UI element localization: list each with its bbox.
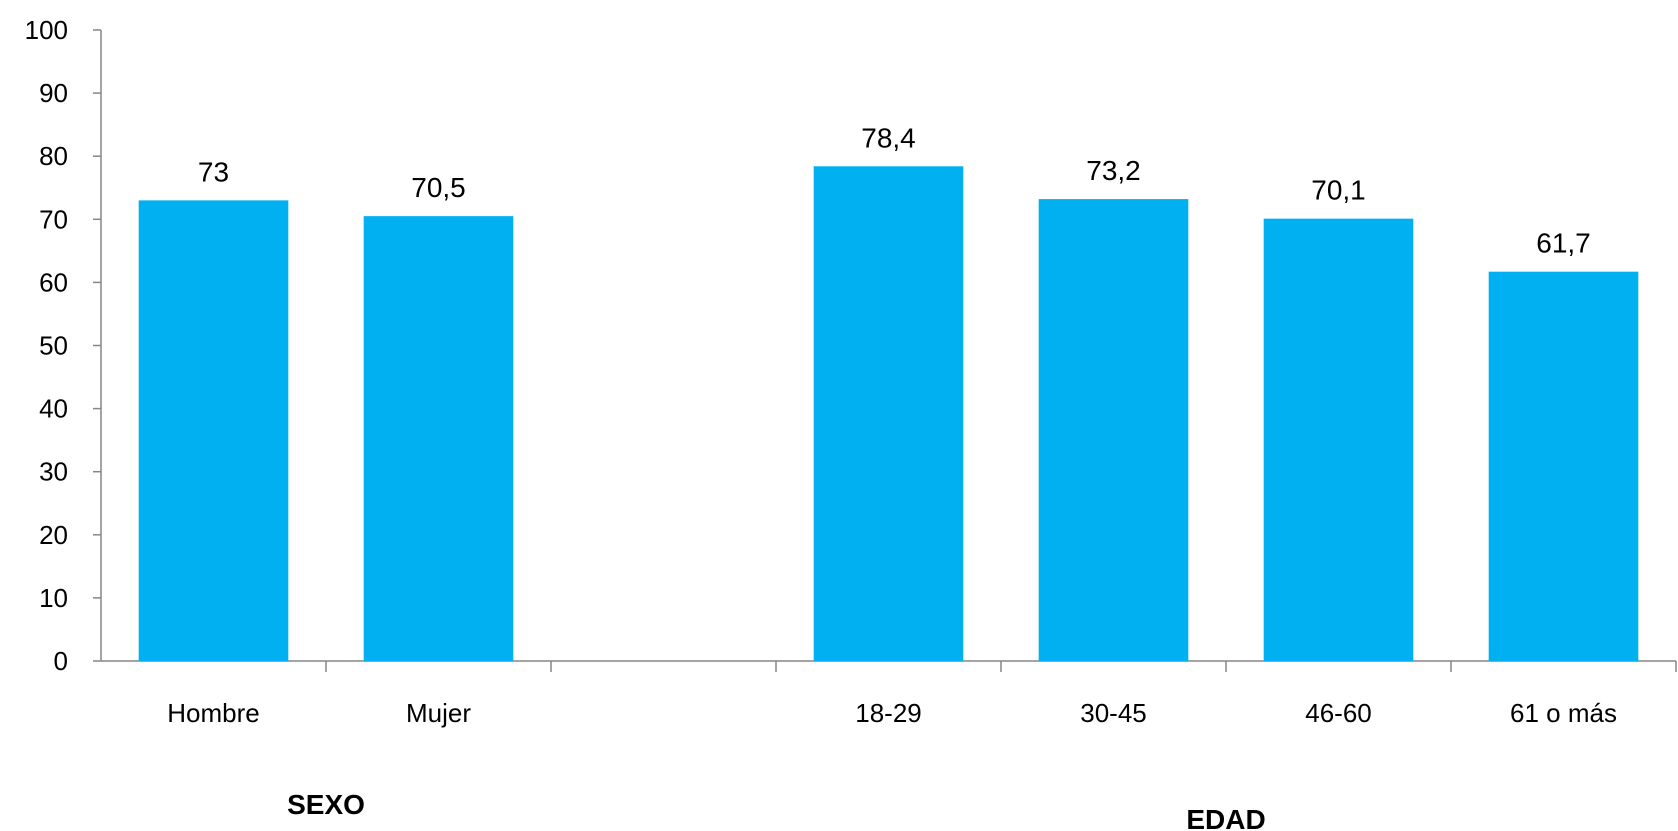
- data-label: 70,5: [411, 172, 466, 203]
- bars: [138, 166, 1639, 661]
- x-tick-label: Mujer: [406, 698, 471, 728]
- data-label: 78,4: [861, 122, 916, 153]
- y-tick-label: 0: [54, 646, 68, 676]
- bar: [138, 200, 289, 661]
- y-tick-label: 10: [39, 583, 68, 613]
- data-labels: 73 70,5 78,4 73,2 70,1 61,7: [198, 122, 1591, 258]
- x-tick-label: 30-45: [1080, 698, 1147, 728]
- x-tick-label: Hombre: [167, 698, 259, 728]
- y-tick-label: 50: [39, 331, 68, 361]
- x-tick-label: 61 o más: [1510, 698, 1617, 728]
- bar: [363, 216, 514, 661]
- data-label: 73,2: [1086, 155, 1141, 186]
- y-axis: 0 10 20 30 40 50 60 70 80 90 100: [25, 15, 102, 676]
- bar: [1488, 271, 1639, 661]
- y-tick-label: 90: [39, 78, 68, 108]
- y-tick-label: 40: [39, 394, 68, 424]
- y-tick-label: 30: [39, 457, 68, 487]
- y-tick-label: 70: [39, 204, 68, 234]
- group-label: SEXO: [287, 789, 365, 820]
- bar: [813, 166, 964, 661]
- y-tick-label: 20: [39, 520, 68, 550]
- data-label: 61,7: [1536, 228, 1591, 259]
- group-labels: SEXO EDAD: [287, 789, 1266, 831]
- x-tick-label: 46-60: [1305, 698, 1372, 728]
- bar: [1263, 218, 1414, 661]
- group-label: EDAD: [1186, 804, 1265, 831]
- y-tick-label: 100: [25, 15, 68, 45]
- data-label: 70,1: [1311, 175, 1366, 206]
- data-label: 73: [198, 156, 229, 187]
- y-tick-label: 60: [39, 267, 68, 297]
- x-tick-label: 18-29: [855, 698, 922, 728]
- bar: [1038, 199, 1189, 661]
- x-axis: Hombre Mujer 18-29 30-45 46-60 61 o más: [101, 660, 1677, 728]
- y-tick-label: 80: [39, 141, 68, 171]
